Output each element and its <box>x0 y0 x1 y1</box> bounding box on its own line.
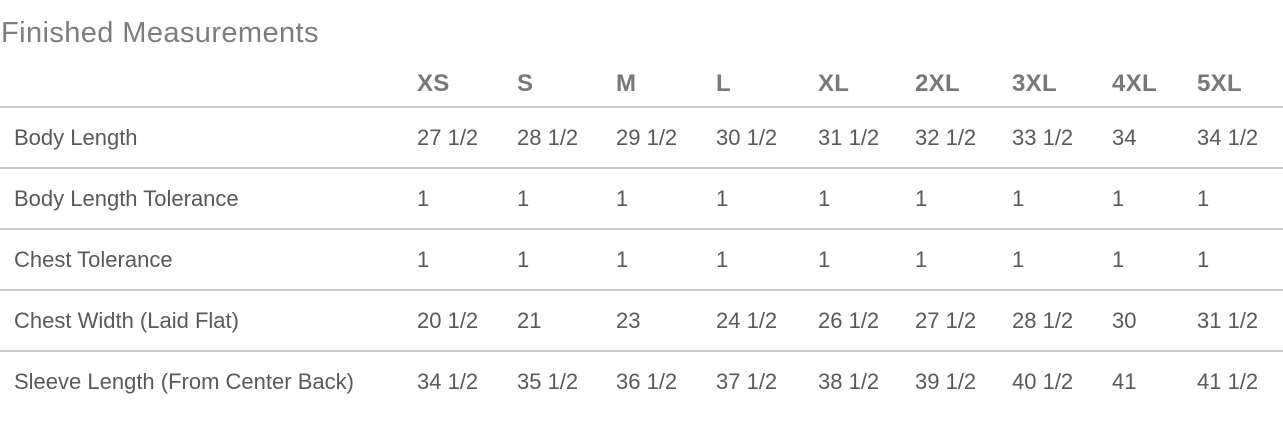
cell-value: 28 1/2 <box>503 106 602 168</box>
cell-value: 36 1/2 <box>602 350 702 412</box>
cell-value: 27 1/2 <box>403 106 503 168</box>
column-header-2xl: 2XL <box>915 70 960 97</box>
column-header-s: S <box>517 70 534 97</box>
cell-value: 1 <box>403 167 503 229</box>
cell-value: 1 <box>503 167 602 229</box>
table-row-body-length: Body Length 27 1/2 28 1/2 29 1/2 30 1/2 … <box>0 106 1283 168</box>
cell-value: 1 <box>1183 167 1283 229</box>
cell-value: 1 <box>804 228 901 290</box>
cell-value: 1 <box>702 228 804 290</box>
row-label: Body Length Tolerance <box>0 167 403 229</box>
size-header-row: XS S M L XL 2XL 3XL 4XL 5XL <box>0 62 1283 107</box>
cell-value: 35 1/2 <box>503 350 602 412</box>
cell-value: 1 <box>1098 167 1183 229</box>
column-header-m: M <box>616 70 637 97</box>
table-row-chest-tolerance: Chest Tolerance 1 1 1 1 1 1 1 1 1 <box>0 228 1283 290</box>
cell-value: 21 <box>503 289 602 351</box>
cell-value: 1 <box>901 167 998 229</box>
size-chart-table: XS S M L XL 2XL 3XL 4XL 5XL Body Length … <box>0 62 1283 412</box>
cell-value: 23 <box>602 289 702 351</box>
header-spacer-cell <box>0 62 403 107</box>
cell-value: 1 <box>403 228 503 290</box>
column-header-5xl: 5XL <box>1197 70 1242 97</box>
column-header-3xl: 3XL <box>1012 70 1057 97</box>
cell-value: 31 1/2 <box>1183 289 1283 351</box>
cell-value: 34 1/2 <box>403 350 503 412</box>
row-label: Sleeve Length (From Center Back) <box>0 350 403 412</box>
cell-value: 39 1/2 <box>901 350 998 412</box>
cell-value: 34 1/2 <box>1183 106 1283 168</box>
cell-value: 33 1/2 <box>998 106 1098 168</box>
cell-value: 1 <box>602 167 702 229</box>
cell-value: 26 1/2 <box>804 289 901 351</box>
cell-value: 20 1/2 <box>403 289 503 351</box>
column-header-xl: XL <box>818 70 850 97</box>
section-title: Finished Measurements <box>1 17 319 49</box>
cell-value: 38 1/2 <box>804 350 901 412</box>
cell-value: 41 1/2 <box>1183 350 1283 412</box>
cell-value: 32 1/2 <box>901 106 998 168</box>
column-header-4xl: 4XL <box>1112 70 1157 97</box>
cell-value: 30 <box>1098 289 1183 351</box>
table-row-body-length-tolerance: Body Length Tolerance 1 1 1 1 1 1 1 1 1 <box>0 167 1283 229</box>
cell-value: 1 <box>1098 228 1183 290</box>
cell-value: 41 <box>1098 350 1183 412</box>
cell-value: 31 1/2 <box>804 106 901 168</box>
cell-value: 27 1/2 <box>901 289 998 351</box>
column-header-xs: XS <box>417 70 450 97</box>
row-label: Body Length <box>0 106 403 168</box>
cell-value: 1 <box>804 167 901 229</box>
table-row-sleeve-length: Sleeve Length (From Center Back) 34 1/2 … <box>0 350 1283 412</box>
cell-value: 30 1/2 <box>702 106 804 168</box>
cell-value: 1 <box>602 228 702 290</box>
column-header-l: L <box>716 70 731 97</box>
cell-value: 1 <box>901 228 998 290</box>
cell-value: 28 1/2 <box>998 289 1098 351</box>
cell-value: 1 <box>1183 228 1283 290</box>
cell-value: 40 1/2 <box>998 350 1098 412</box>
cell-value: 24 1/2 <box>702 289 804 351</box>
cell-value: 1 <box>998 167 1098 229</box>
cell-value: 37 1/2 <box>702 350 804 412</box>
table-row-chest-width: Chest Width (Laid Flat) 20 1/2 21 23 24 … <box>0 289 1283 351</box>
row-label: Chest Width (Laid Flat) <box>0 289 403 351</box>
cell-value: 29 1/2 <box>602 106 702 168</box>
cell-value: 1 <box>998 228 1098 290</box>
cell-value: 1 <box>503 228 602 290</box>
cell-value: 1 <box>702 167 804 229</box>
cell-value: 34 <box>1098 106 1183 168</box>
row-label: Chest Tolerance <box>0 228 403 290</box>
